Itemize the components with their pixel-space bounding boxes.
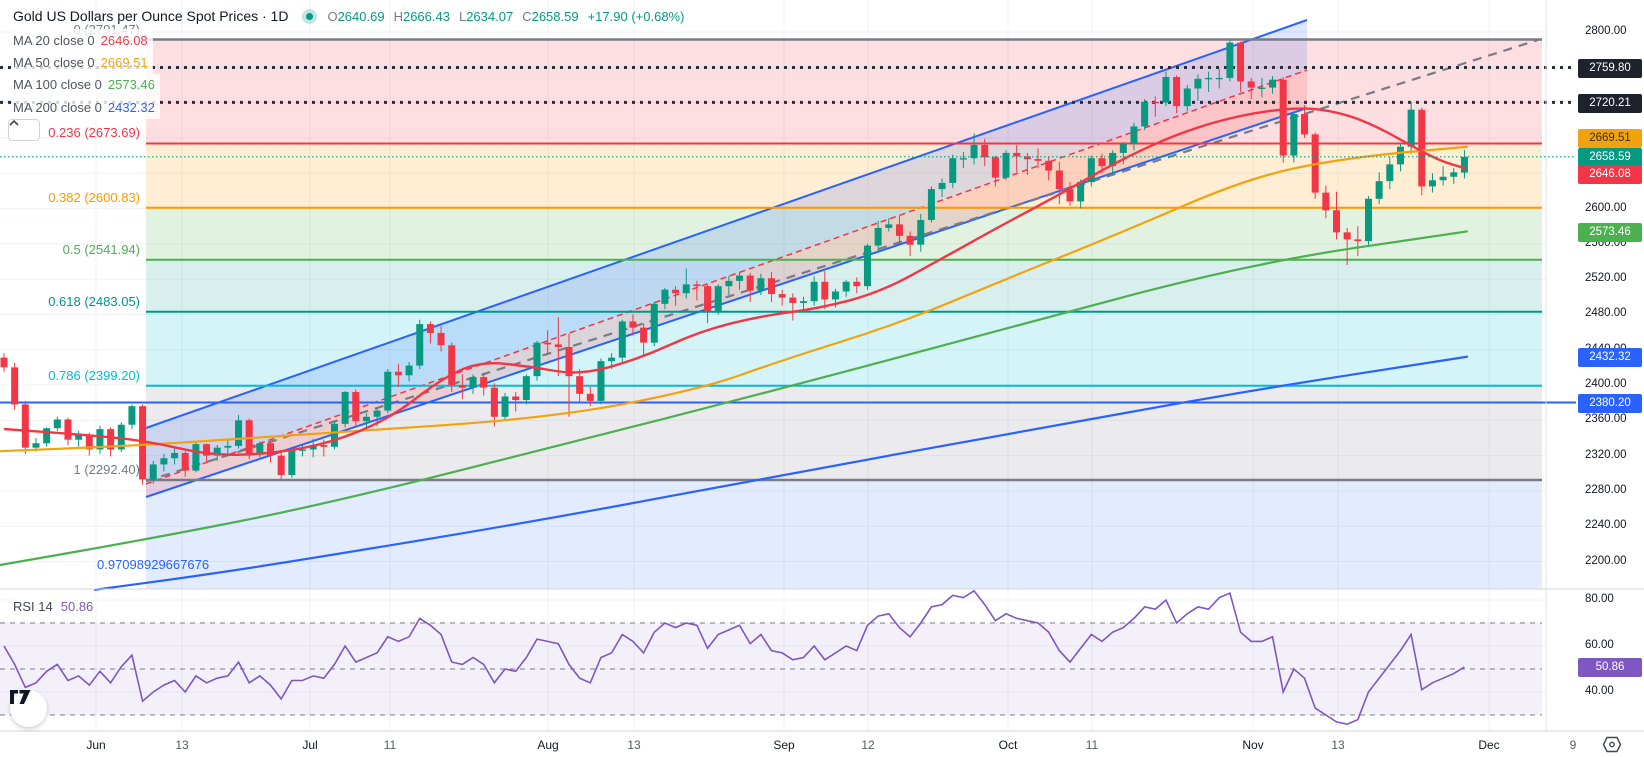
rsi-axis-label: 80.00 [1585, 593, 1614, 605]
chevron-up-icon [9, 120, 19, 126]
time-axis-label: 13 [627, 738, 641, 752]
time-axis-label: 12 [861, 738, 875, 752]
fib-extra-label[interactable]: 0.97098929667676 [97, 557, 210, 572]
gridlines [0, 0, 1546, 731]
fib-trendline [145, 38, 1539, 483]
ma-legend-row[interactable]: MA 100 close 0 2573.46 [13, 73, 160, 97]
ma-legend-row[interactable]: MA 20 close 0 2646.08 [13, 29, 153, 52]
gear-icon [1602, 736, 1622, 753]
ohlc-item: L2634.07 [458, 8, 514, 24]
ma-legend-row[interactable]: MA 200 close 0 2432.32 [13, 96, 160, 119]
rsi-pane [0, 589, 1542, 726]
rsi-name: RSI 14 [13, 599, 53, 614]
price-axis-badge: 50.86 [1578, 657, 1642, 677]
price-axis-badge: 2573.46 [1578, 222, 1642, 242]
symbol-legend[interactable]: Gold US Dollars per Ounce Spot Prices · … [13, 8, 684, 24]
separators [0, 0, 1644, 732]
tradingview-logo-icon [10, 690, 31, 704]
time-axis-label: 11 [383, 738, 397, 752]
ma-legend-row[interactable]: MA 50 close 0 2669.51 [13, 51, 153, 74]
price-axis-label: 2200.00 [1585, 554, 1627, 567]
time-axis-label: 13 [1331, 738, 1345, 752]
moving-averages [0, 107, 1469, 591]
time-axis-label: 13 [175, 738, 189, 752]
rsi-line [3, 589, 1465, 726]
market-status-icon[interactable] [302, 8, 318, 24]
time-axis-label: Dec [1478, 738, 1500, 752]
price-axis-label: 2520.00 [1585, 272, 1627, 285]
ohlc-values: O2640.69 H2666.43 L2634.07 C2658.59 +17.90 (… [327, 9, 684, 24]
time-axis-label: Aug [537, 738, 559, 752]
candles [0, 39, 1468, 485]
fib-level-label[interactable]: 0.618 (2483.05) [48, 293, 140, 309]
rsi-legend[interactable]: RSI 14 50.86 [13, 599, 94, 614]
rsi-axis-label: 40.00 [1585, 685, 1614, 697]
price-axis-badge: 2646.08 [1578, 164, 1642, 184]
rsi-axis-label: 60.00 [1585, 639, 1614, 651]
time-axis-label: 9 [1569, 738, 1577, 752]
price-axis-label: 2280.00 [1585, 483, 1627, 496]
price-axis-badge: 2669.51 [1578, 128, 1642, 148]
price-axis-badge: 2759.80 [1578, 58, 1642, 78]
price-axis-badge: 2720.21 [1578, 93, 1642, 113]
collapse-legend-button[interactable] [8, 119, 40, 141]
price-axis-badge: 2380.20 [1578, 393, 1642, 413]
ma-50-line [0, 145, 1469, 453]
rsi-value: 50.86 [60, 599, 94, 614]
price-change: +17.90 (+0.68%) [587, 8, 685, 24]
ma-20-line [3, 107, 1466, 457]
price-axis-label: 2800.00 [1585, 25, 1627, 37]
fib-level-label[interactable]: 0.786 (2399.20) [48, 367, 140, 383]
price-axis-label: 2480.00 [1585, 307, 1627, 320]
fib-bands [146, 39, 1542, 589]
ma-200-line [93, 355, 1469, 591]
ohlc-item: H2666.43 [393, 8, 450, 24]
fib-level-label[interactable]: 0.382 (2600.83) [48, 189, 140, 205]
time-axis-label: 11 [1085, 738, 1099, 752]
price-axis-label: 2320.00 [1585, 448, 1627, 461]
time-axis-label: Jun [86, 738, 106, 752]
horizontal-lines [0, 65, 1576, 404]
time-axis-label: Sep [773, 738, 795, 752]
time-axis-label: Oct [998, 738, 1018, 752]
time-axis-label: Jul [302, 738, 318, 752]
ohlc-item: O2640.69 [327, 8, 385, 24]
ma-legend: MA 20 close 0 2646.08 MA 50 close 0 2669.51… [13, 29, 160, 119]
price-axis-label: 2240.00 [1585, 519, 1627, 532]
tradingview-logo[interactable] [10, 690, 47, 727]
fib-level-label[interactable]: 0.5 (2541.94) [62, 241, 140, 257]
time-axis-label: Nov [1242, 738, 1264, 752]
price-axis-label: 2360.00 [1585, 413, 1627, 426]
fib-level-label[interactable]: 0.236 (2673.69) [48, 125, 140, 141]
price-axis-label: 2600.00 [1585, 201, 1627, 214]
ma-100-line [0, 230, 1469, 567]
symbol-title[interactable]: Gold US Dollars per Ounce Spot Prices · … [13, 8, 289, 24]
price-axis-badge: 2658.59 [1578, 147, 1642, 167]
fib-level-lines [146, 38, 1542, 482]
fib-level-label[interactable]: 1 (2292.40) [73, 461, 141, 477]
ohlc-item: C2658.59 [522, 8, 579, 24]
price-axis-label: 2400.00 [1585, 378, 1627, 390]
price-axis-badge: 2432.32 [1578, 347, 1642, 367]
